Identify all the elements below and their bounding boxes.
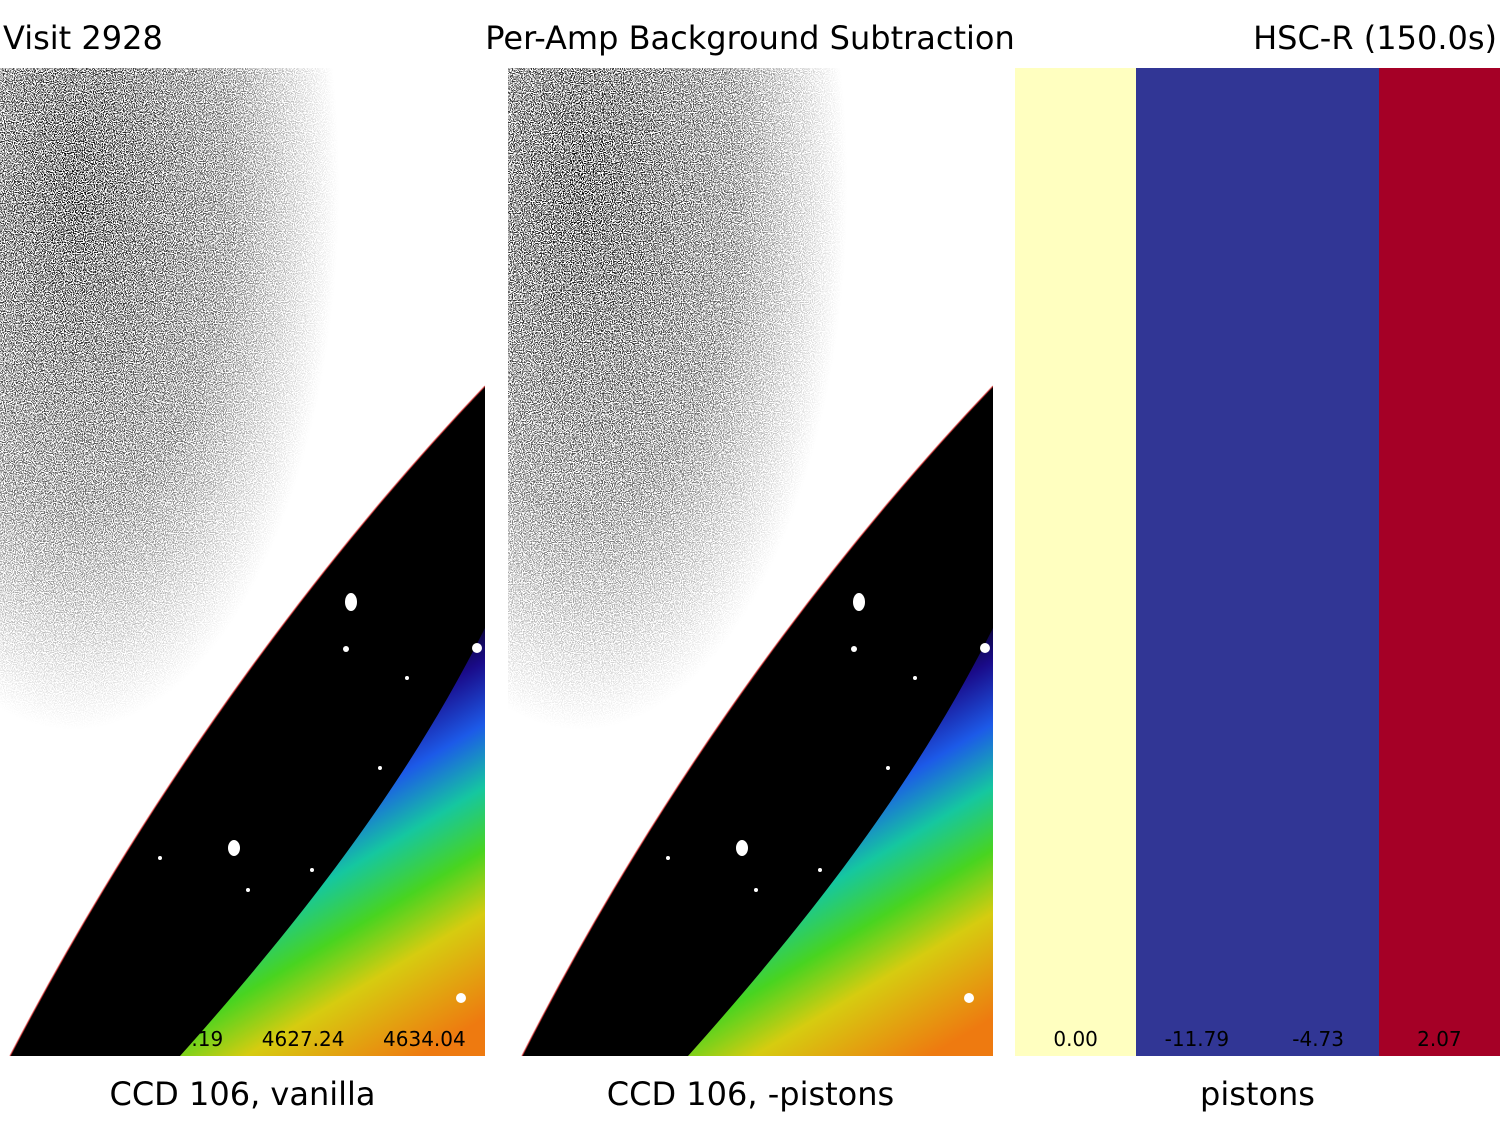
caption-pistons: pistons: [1015, 1074, 1500, 1114]
amp-label: 4620.19: [121, 1026, 242, 1052]
ccd-image-pistons-render: [508, 68, 993, 1056]
ccd-image-pistons-subtracted: [508, 68, 993, 1056]
filter-exposure-label: HSC-R (150.0s): [1253, 16, 1497, 60]
pistons-panel: 0.00 -11.79 -4.73 2.07: [1015, 68, 1500, 1056]
piston-value: -4.73: [1258, 1026, 1379, 1052]
caption-vanilla: CCD 106, vanilla: [0, 1074, 485, 1114]
amp-label: 4627.24: [243, 1026, 364, 1052]
piston-value: 2.07: [1379, 1026, 1500, 1052]
ccd-image-vanilla: 4620.19 4620.19 4627.24 4634.04: [0, 68, 485, 1056]
amp-value-labels: 4620.19 4620.19 4627.24 4634.04: [0, 1026, 485, 1052]
piston-strip: 2.07: [1379, 68, 1500, 1056]
amp-label: 4634.04: [364, 1026, 485, 1052]
piston-strip: -4.73: [1258, 68, 1379, 1056]
piston-strip: -11.79: [1136, 68, 1257, 1056]
piston-value: 0.00: [1015, 1026, 1136, 1052]
piston-strip: 0.00: [1015, 68, 1136, 1056]
piston-value: -11.79: [1136, 1026, 1257, 1052]
amp-label: 4620.19: [0, 1026, 121, 1052]
ccd-image-vanilla-render: [0, 68, 485, 1056]
caption-pistons-subtracted: CCD 106, -pistons: [508, 1074, 993, 1114]
